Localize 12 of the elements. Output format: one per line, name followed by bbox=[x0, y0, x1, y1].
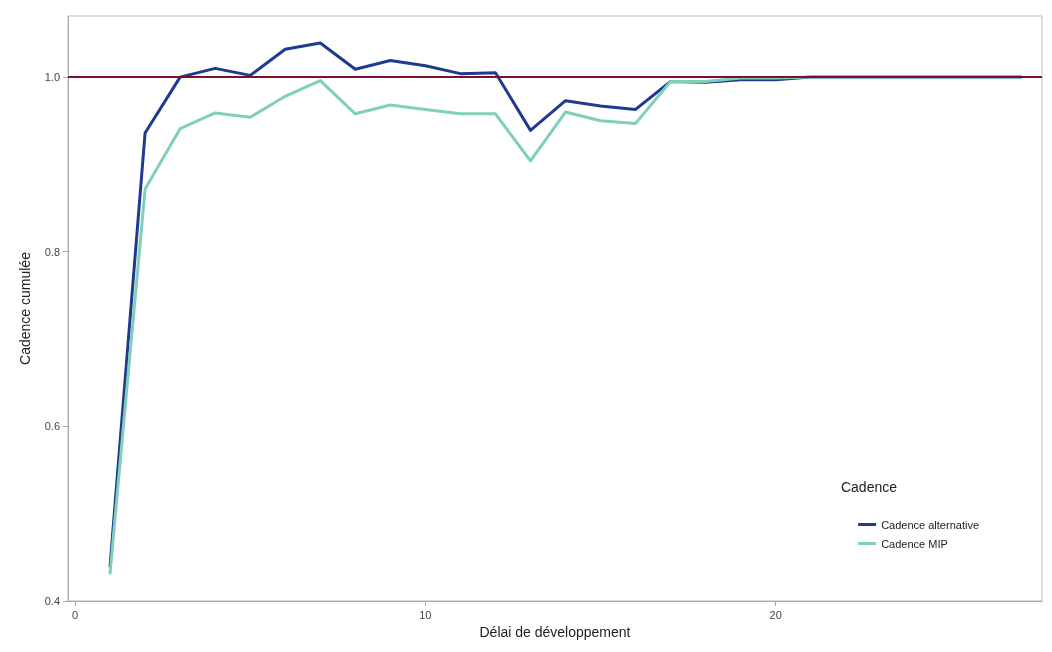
x-tick-label: 20 bbox=[769, 608, 782, 621]
legend-title: Cadence bbox=[840, 479, 898, 495]
x-tick-label: 0 bbox=[71, 608, 79, 621]
y-tick-label: 0.4 bbox=[44, 595, 60, 607]
y-tick-label: 0.6 bbox=[44, 420, 60, 433]
legend-label: Cadence alternative bbox=[881, 518, 979, 531]
y-tick-label: 1.0 bbox=[44, 71, 60, 84]
x-axis-title: Délai de développement bbox=[479, 624, 631, 640]
y-axis-title: Cadence cumulée bbox=[17, 251, 33, 365]
legend-label: Cadence MIP bbox=[881, 537, 948, 550]
x-tick-label: 10 bbox=[419, 608, 432, 621]
y-tick-label: 0.8 bbox=[44, 245, 60, 258]
